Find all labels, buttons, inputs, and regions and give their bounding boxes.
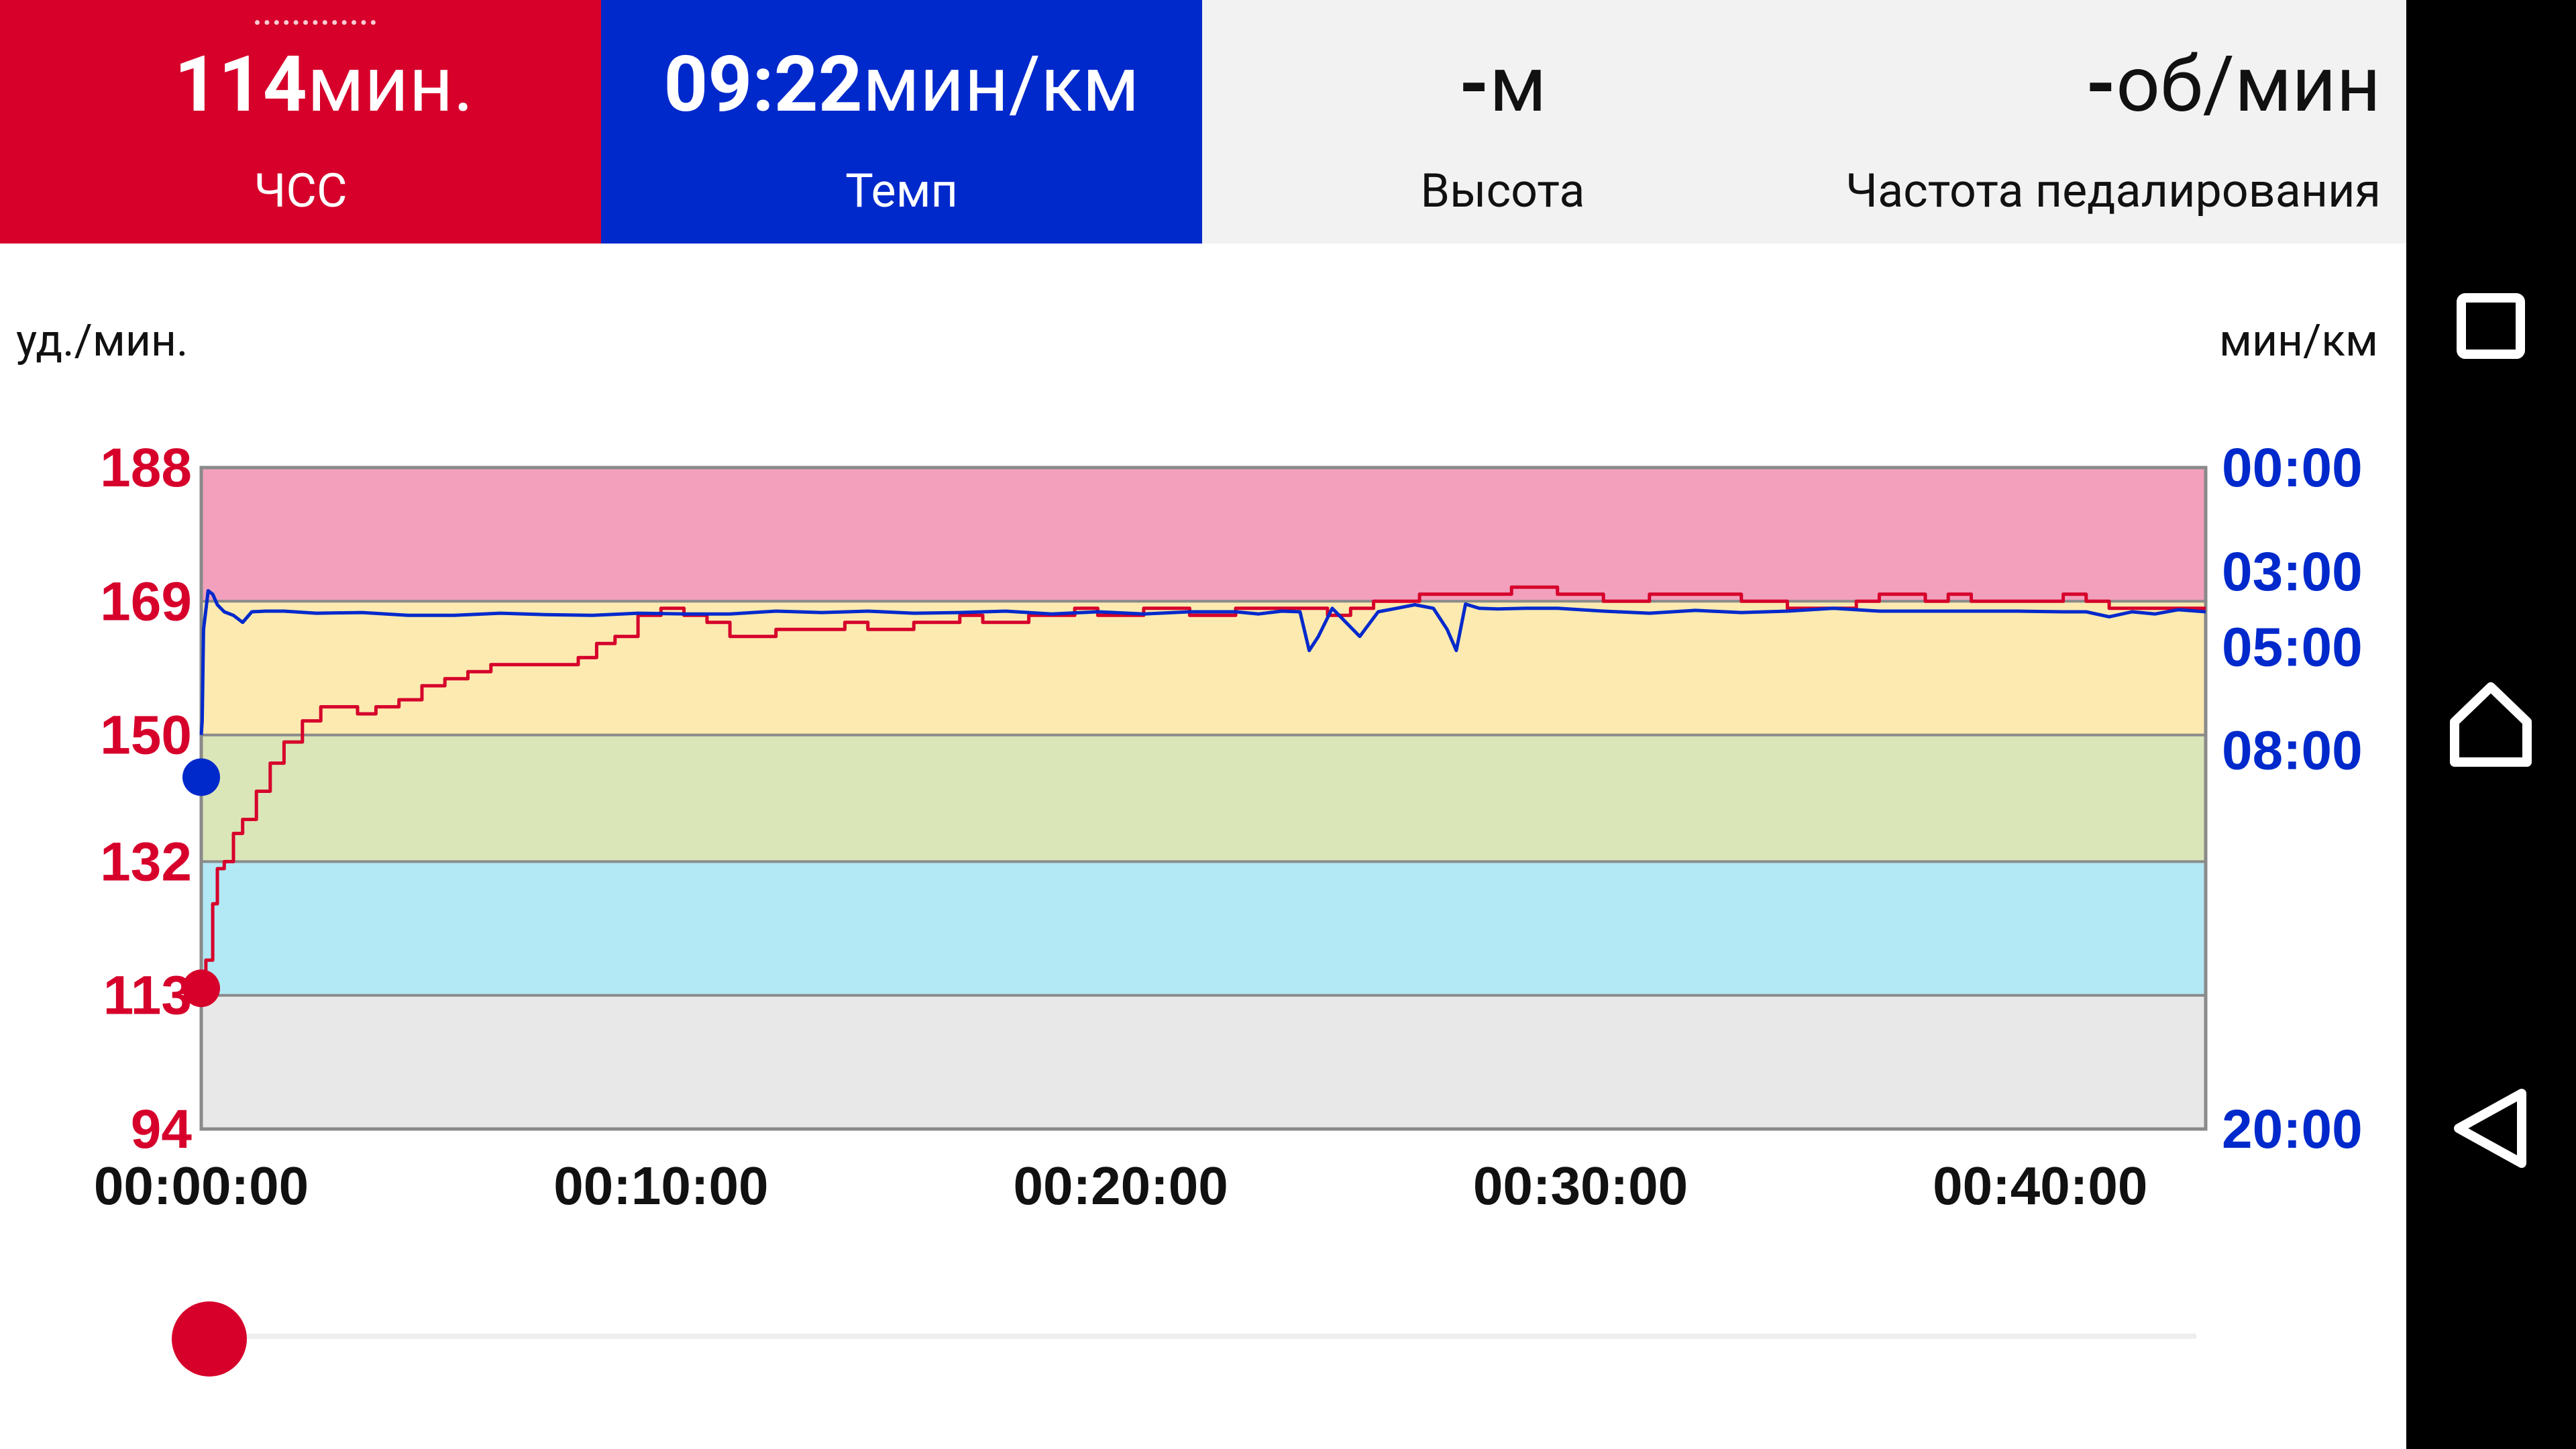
pace-line (199, 589, 2206, 735)
cadence-label: Частота педалирования (1845, 164, 2381, 219)
cadence-tile[interactable]: -об/мин Частота педалирования (1803, 0, 2406, 244)
cadence-value: -об/мин (2086, 40, 2381, 130)
right-axis-tick-label: 08:00 (2222, 720, 2363, 782)
hr-pace-chart[interactable]: 188 169 150 132 113 94 00:00 03:00 05:00 08:00 20:… (0, 0, 2406, 1275)
hr-zone-band (201, 601, 2206, 735)
left-axis-tick-label: 150 (100, 705, 192, 766)
left-axis-tick-label: 132 (100, 831, 192, 892)
right-axis-tick-label: 20:00 (2222, 1099, 2363, 1160)
workout-screen: 114мин. ЧСС 09:22мин/км Темп -м Высота -… (0, 0, 2406, 1377)
x-axis-tick-label: 00:00:00 (94, 1156, 309, 1216)
heart-rate-start-marker (182, 969, 220, 1008)
timeline-slider-thumb[interactable] (172, 1301, 247, 1377)
metrics-header: 114мин. ЧСС 09:22мин/км Темп -м Высота -… (0, 0, 2406, 244)
left-axis-tick-label: 94 (131, 1099, 193, 1160)
right-axis-tick-label: 00:00 (2222, 437, 2363, 498)
left-axis-tick-label: 113 (103, 965, 192, 1026)
pace-value: 09:22мин/км (663, 40, 1140, 130)
recents-icon (2457, 293, 2525, 359)
home-button[interactable] (2406, 652, 2576, 800)
altitude-label: Высота (1420, 164, 1585, 219)
x-axis-tick-label: 00:30:00 (1473, 1156, 1688, 1216)
pace-label: Темп (845, 164, 958, 219)
left-axis-unit: уд./мин. (16, 315, 189, 367)
plot-frame (199, 466, 2208, 1131)
left-axis-tick-label: 169 (100, 571, 192, 632)
hr-zone-band (201, 735, 2206, 862)
android-nav-bar (2406, 0, 2576, 1449)
hr-zone-band (201, 861, 2206, 996)
pace-start-marker (182, 758, 220, 796)
heart-rate-value: 114мин. (174, 40, 474, 130)
recents-button[interactable] (2406, 250, 2576, 397)
heart-rate-tile[interactable]: 114мин. ЧСС (0, 0, 601, 244)
clipped-text-fragment (255, 20, 376, 33)
altitude-tile[interactable]: -м Высота (1202, 0, 1803, 244)
pace-tile[interactable]: 09:22мин/км Темп (601, 0, 1202, 244)
back-button[interactable] (2406, 1055, 2576, 1202)
back-icon (2454, 1089, 2526, 1168)
left-axis-tick-label: 188 (100, 437, 192, 498)
x-axis-tick-label: 00:20:00 (1014, 1156, 1228, 1216)
home-icon (2450, 682, 2532, 767)
right-axis-tick-label: 05:00 (2222, 616, 2363, 678)
heart-rate-label: ЧСС (254, 164, 347, 219)
x-axis-tick-label: 00:10:00 (553, 1156, 768, 1216)
right-axis-tick-label: 03:00 (2222, 541, 2363, 602)
hr-zone-band (201, 468, 2206, 602)
hr-zone-band (201, 995, 2206, 1129)
timeline-slider-track[interactable] (208, 1334, 2197, 1339)
x-axis-tick-label: 00:40:00 (1933, 1156, 2147, 1216)
right-axis-unit: мин/км (2219, 315, 2378, 367)
altitude-value: -м (1458, 40, 1547, 130)
